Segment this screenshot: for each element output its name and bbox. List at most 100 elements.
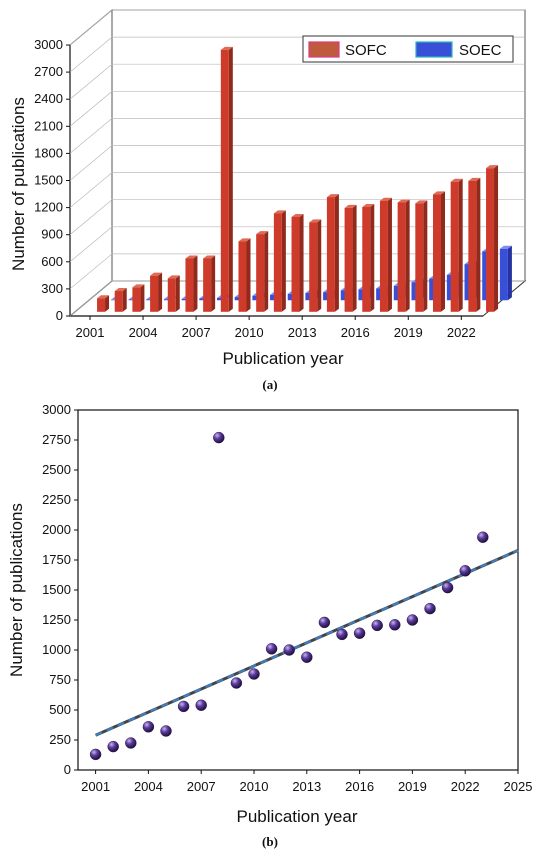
bar-soec bbox=[499, 245, 512, 301]
panel-b-y-tick-label: 0 bbox=[64, 762, 71, 777]
bar-sofc bbox=[167, 275, 180, 312]
scatter-point bbox=[441, 581, 454, 594]
panel-a-label: (a) bbox=[262, 377, 277, 392]
panel-a-gridline bbox=[69, 9, 525, 46]
panel-b-trendline bbox=[94, 549, 519, 737]
panel-b-y-tick-label: 1000 bbox=[42, 642, 71, 657]
panel-a-gridline bbox=[69, 145, 525, 181]
scatter-point bbox=[89, 748, 102, 761]
bar-sofc bbox=[238, 238, 251, 312]
bar-sofc bbox=[220, 46, 233, 312]
scatter-point bbox=[371, 619, 383, 632]
panel-a-gridline bbox=[69, 63, 525, 100]
scatter-point bbox=[406, 614, 419, 626]
panel-b-y-tick-label: 1750 bbox=[42, 552, 71, 567]
panel-b-y-tick-label: 500 bbox=[49, 702, 71, 717]
panel-b-x-axis-label: Publication year bbox=[237, 807, 358, 826]
panel-b-points bbox=[89, 431, 489, 761]
bar-sofc bbox=[326, 194, 339, 312]
bar-sofc bbox=[150, 272, 163, 312]
scatter-point bbox=[336, 628, 348, 641]
panel-a-x-tick-label: 2019 bbox=[394, 325, 423, 340]
scatter-point bbox=[353, 627, 366, 639]
scatter-point bbox=[248, 668, 260, 680]
bar-sofc bbox=[132, 284, 145, 312]
panel-a-tick-labels: 0 300 600 900 1200 1500 1800 2100 2400 2700 3000 20… bbox=[34, 37, 476, 340]
panel-b-x-tick-label: 2013 bbox=[292, 779, 321, 794]
panel-b-x-tick-label: 2007 bbox=[187, 779, 216, 794]
panel-a-x-tick-label: 2016 bbox=[341, 325, 370, 340]
panel-a-x-tick-label: 2013 bbox=[288, 325, 317, 340]
scatter-point bbox=[301, 651, 313, 663]
panel-a-y-tick-label: 1800 bbox=[34, 145, 63, 160]
scatter-point bbox=[318, 616, 331, 629]
bar-sofc bbox=[397, 199, 410, 312]
bar-sofc bbox=[185, 255, 198, 312]
bar-sofc bbox=[344, 204, 357, 312]
bar-sofc bbox=[291, 213, 304, 312]
panel-a-y-tick-label: 0 bbox=[56, 308, 63, 323]
panel-b-y-tick-label: 2000 bbox=[42, 522, 71, 537]
bar-sofc bbox=[114, 288, 127, 312]
legend-swatch-soec bbox=[415, 41, 453, 58]
panel-b-y-tick-label: 1250 bbox=[42, 612, 71, 627]
panel-b-y-tick-label: 2500 bbox=[42, 462, 71, 477]
panel-a-y-tick-label: 300 bbox=[41, 281, 63, 296]
bar-sofc bbox=[97, 295, 110, 312]
scatter-point bbox=[389, 619, 401, 631]
panel-b-x-tick-label: 2022 bbox=[451, 779, 480, 794]
panel-b-x-tick-label: 2016 bbox=[345, 779, 374, 794]
bar-sofc bbox=[486, 165, 499, 312]
legend-label-sofc: SOFC bbox=[345, 42, 387, 59]
panel-a-gridline bbox=[69, 90, 525, 127]
scatter-point bbox=[125, 737, 137, 749]
panel-b-x-tick-label: 2019 bbox=[398, 779, 427, 794]
scatter-point bbox=[230, 677, 243, 689]
panel-a-y-tick-label: 900 bbox=[41, 227, 63, 242]
scatter-point bbox=[213, 431, 225, 444]
panel-a-y-tick-label: 600 bbox=[41, 254, 63, 269]
panel-b-x-tick-label: 2010 bbox=[240, 779, 269, 794]
bar-sofc bbox=[379, 197, 392, 312]
scatter-point bbox=[459, 565, 471, 577]
bar-sofc bbox=[273, 210, 286, 312]
panel-b-tick-labels: 0 250 500 750 1000 1250 1500 1750 2000 2250 2500 27… bbox=[42, 402, 532, 794]
bar-sofc bbox=[309, 219, 322, 312]
panel-b-x-tick-label: 2001 bbox=[81, 779, 110, 794]
panel-b-y-tick-label: 1500 bbox=[42, 582, 71, 597]
panel-a-legend: SOFC SOEC bbox=[302, 35, 514, 63]
bar-sofc bbox=[468, 177, 481, 312]
scatter-point bbox=[142, 721, 155, 733]
panel-b-y-tick-label: 2250 bbox=[42, 492, 71, 507]
panel-b-x-tick-label: 2004 bbox=[134, 779, 163, 794]
scatter-point bbox=[107, 740, 119, 753]
scatter-point bbox=[195, 699, 207, 711]
bar-sofc bbox=[256, 231, 269, 312]
bar-sofc bbox=[432, 191, 445, 312]
panel-a-y-tick-label: 2400 bbox=[34, 91, 63, 106]
panel-a-x-axis-label: Publication year bbox=[223, 349, 344, 368]
scatter-point bbox=[177, 700, 190, 713]
scatter-point bbox=[160, 725, 172, 737]
panel-a-y-tick-label: 3000 bbox=[34, 37, 63, 52]
panel-a-y-tick-label: 1200 bbox=[34, 200, 63, 215]
bar-sofc bbox=[415, 200, 428, 312]
trendline-dashed bbox=[95, 549, 519, 737]
panel-a-x-tick-label: 2004 bbox=[129, 325, 158, 340]
panel-a-y-tick-label: 2700 bbox=[34, 64, 63, 79]
panel-a-bars bbox=[97, 46, 512, 312]
panel-a-y-tick-label: 2100 bbox=[34, 118, 63, 133]
bar-sofc bbox=[203, 255, 216, 312]
panel-a-y-tick-label: 1500 bbox=[34, 173, 63, 188]
scatter-point bbox=[477, 531, 489, 543]
panel-a-y-axis-label: Number of publications bbox=[9, 97, 28, 271]
panel-b-label: (b) bbox=[262, 834, 278, 849]
bar-sofc bbox=[450, 178, 463, 312]
panel-b-y-tick-label: 750 bbox=[49, 672, 71, 687]
panel-a-x-tick-label: 2010 bbox=[235, 325, 264, 340]
bar-sofc bbox=[362, 204, 375, 312]
panel-b-y-tick-label: 250 bbox=[49, 732, 71, 747]
panel-a-x-tick-label: 2007 bbox=[182, 325, 211, 340]
panel-a-gridlines bbox=[69, 9, 525, 317]
